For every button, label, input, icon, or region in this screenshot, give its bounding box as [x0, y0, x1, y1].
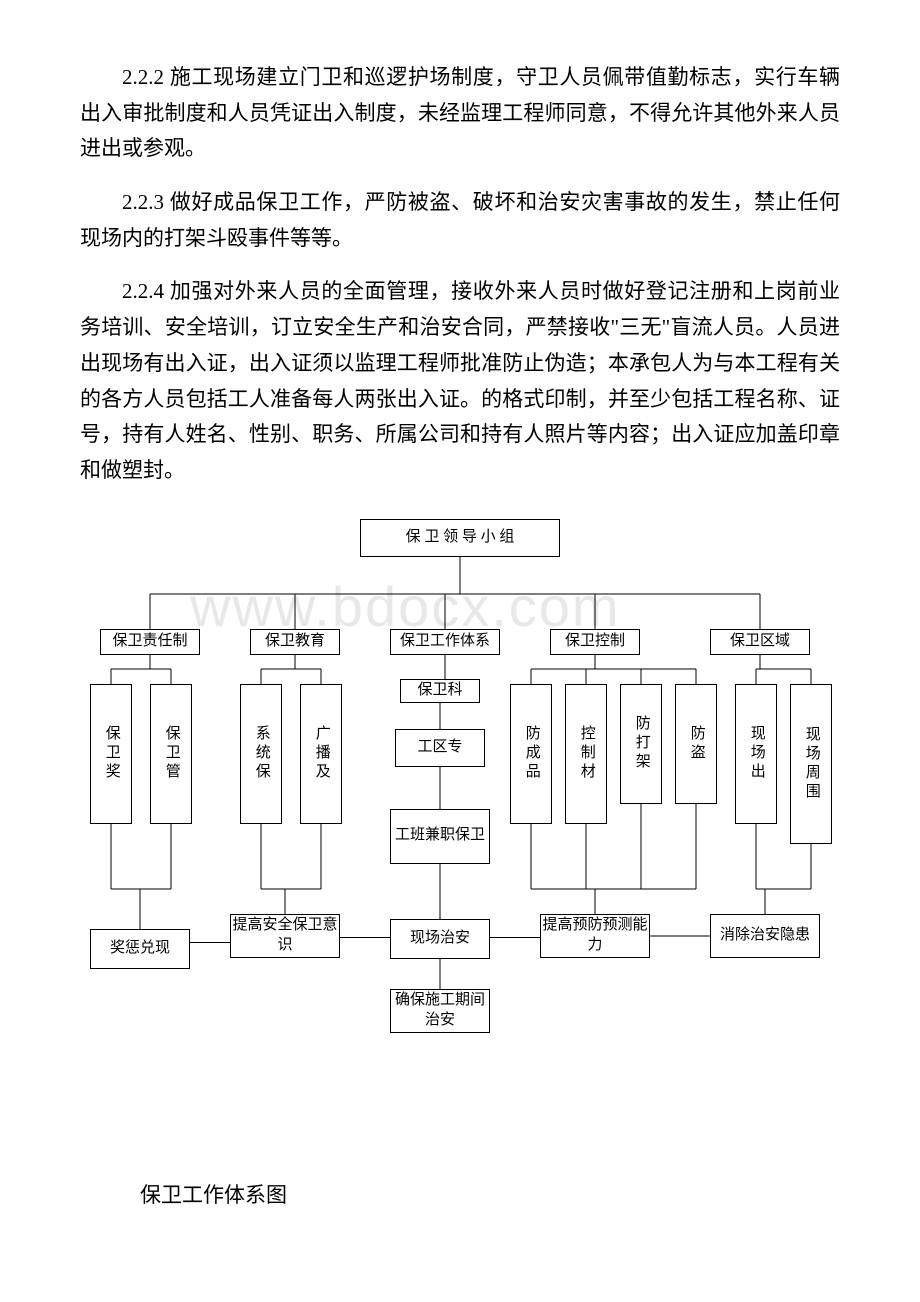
diagram-node-final: 确保施工期间治安: [390, 989, 490, 1033]
diagram-node-c3b: 工区专: [395, 729, 485, 767]
diagram-node-c3a: 保卫科: [400, 679, 480, 703]
diagram-node-v5: 防成品: [510, 684, 552, 824]
diagram-node-b2: 保卫教育: [250, 629, 340, 655]
paragraph-2-2-2: 2.2.2 施工现场建立门卫和巡逻护场制度，守卫人员佩带值勤标志，实行车辆出入审…: [80, 60, 840, 167]
diagram-node-v6: 控制材: [565, 684, 607, 824]
diagram-caption: 保卫工作体系图: [140, 1179, 840, 1209]
diagram-node-v10: 现场周围: [790, 684, 832, 844]
diagram-node-r5: 消除治安隐患: [710, 914, 820, 958]
diagram-node-b3: 保卫工作体系: [390, 629, 500, 655]
diagram-node-c3c: 工班兼职保卫: [390, 809, 490, 864]
diagram-node-v9: 现场出: [735, 684, 777, 824]
diagram-node-v2: 保卫管: [150, 684, 192, 824]
diagram-node-b4: 保卫控制: [550, 629, 640, 655]
diagram-node-r1: 奖惩兑现: [90, 929, 190, 969]
diagram-node-r4: 提高预防预测能力: [540, 914, 650, 958]
diagram-node-b5: 保卫区域: [710, 629, 810, 655]
paragraph-2-2-3: 2.2.3 做好成品保卫工作，严防被盗、破坏和治安灾害事故的发生，禁止任何现场内…: [80, 185, 840, 256]
diagram-node-b1: 保卫责任制: [100, 629, 200, 655]
paragraph-2-2-4: 2.2.4 加强对外来人员的全面管理，接收外来人员时做好登记注册和上岗前业务培训…: [80, 274, 840, 488]
diagram-node-v3: 系统保: [240, 684, 282, 824]
diagram-node-v8: 防盗: [675, 684, 717, 804]
org-chart-diagram: www.bdocx.com 保 卫 领 导 小 组保卫责任制保卫教育保卫工作体系…: [80, 519, 840, 1139]
diagram-node-r2: 提高安全保卫意识: [230, 914, 340, 958]
diagram-node-r3: 现场治安: [390, 919, 490, 959]
diagram-node-v1: 保卫奖: [90, 684, 132, 824]
diagram-node-root: 保 卫 领 导 小 组: [360, 519, 560, 557]
diagram-node-v4: 广播及: [300, 684, 342, 824]
diagram-node-v7: 防打架: [620, 684, 662, 804]
